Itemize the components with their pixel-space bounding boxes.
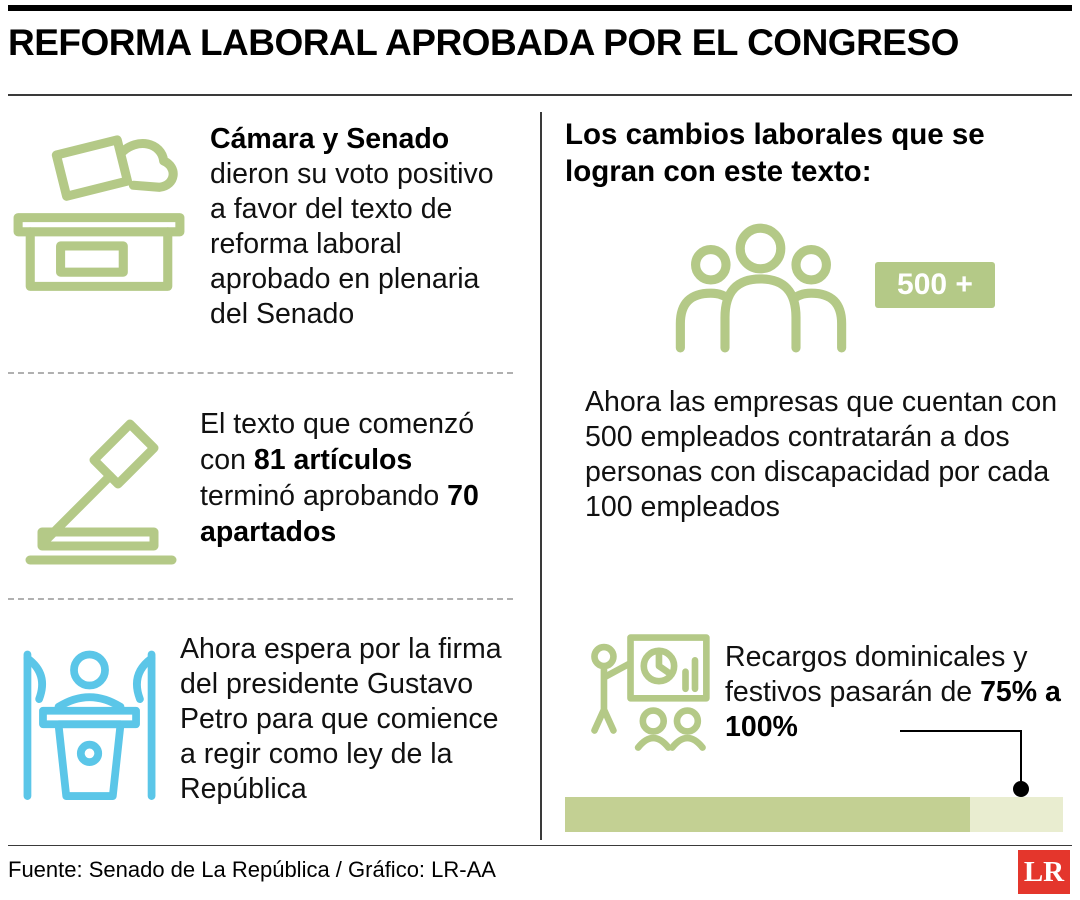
lr-logo: LR	[1018, 850, 1070, 894]
pointer-line-horizontal	[900, 730, 1022, 732]
left-item-2-seg1: El texto que comenzó con	[200, 408, 475, 476]
left-item-1-bold: Cámara y Senado	[210, 123, 450, 155]
recargos-bold: 75% a 100%	[725, 676, 1061, 743]
progress-bar-track	[565, 797, 1063, 832]
source-credit: Fuente: Senado de La República / Gráfico…	[8, 857, 496, 882]
people-group-icon	[672, 212, 850, 354]
ballot-box-icon	[8, 118, 190, 296]
recargos-body: Recargos dominicales y festivos pasarán …	[725, 641, 1028, 708]
right-recargos-text: Recargos dominicales y festivos pasarán …	[725, 640, 1063, 745]
pointer-line-vertical	[1020, 730, 1022, 788]
page-title: REFORMA LABORAL APROBADA POR EL CONGRESO	[8, 22, 959, 63]
column-divider	[540, 112, 542, 840]
left-item-2-bold2: 70 apartados	[200, 480, 479, 548]
dashed-divider-2	[8, 598, 513, 600]
gavel-icon	[20, 408, 185, 573]
left-item-1-text: Cámara y Senado dieron su voto positivo …	[210, 122, 512, 332]
progress-bar-fill	[565, 797, 970, 832]
left-item-2-bold1: 81 artículos	[253, 444, 413, 476]
dashed-divider-1	[8, 372, 513, 374]
podium-icon	[10, 628, 170, 808]
right-heading: Los cambios laborales que se logran con …	[565, 118, 985, 188]
title-divider	[8, 94, 1072, 96]
badge-500-plus: 500 +	[875, 262, 995, 308]
presentation-icon	[585, 628, 713, 760]
footer-divider	[8, 845, 1072, 846]
left-item-2-seg2: terminó aprobando	[200, 480, 448, 512]
right-paragraph: Ahora las empresas que cuentan con 500 e…	[585, 386, 1058, 523]
pointer-dot	[1013, 781, 1029, 797]
left-item-3-text: Ahora espera por la firma del presidente…	[180, 633, 502, 805]
left-item-1-body: dieron su voto positivo a favor del text…	[210, 158, 494, 330]
left-item-2-text: El texto que comenzó con 81 artículos te…	[200, 406, 502, 550]
top-black-bar	[8, 5, 1072, 11]
